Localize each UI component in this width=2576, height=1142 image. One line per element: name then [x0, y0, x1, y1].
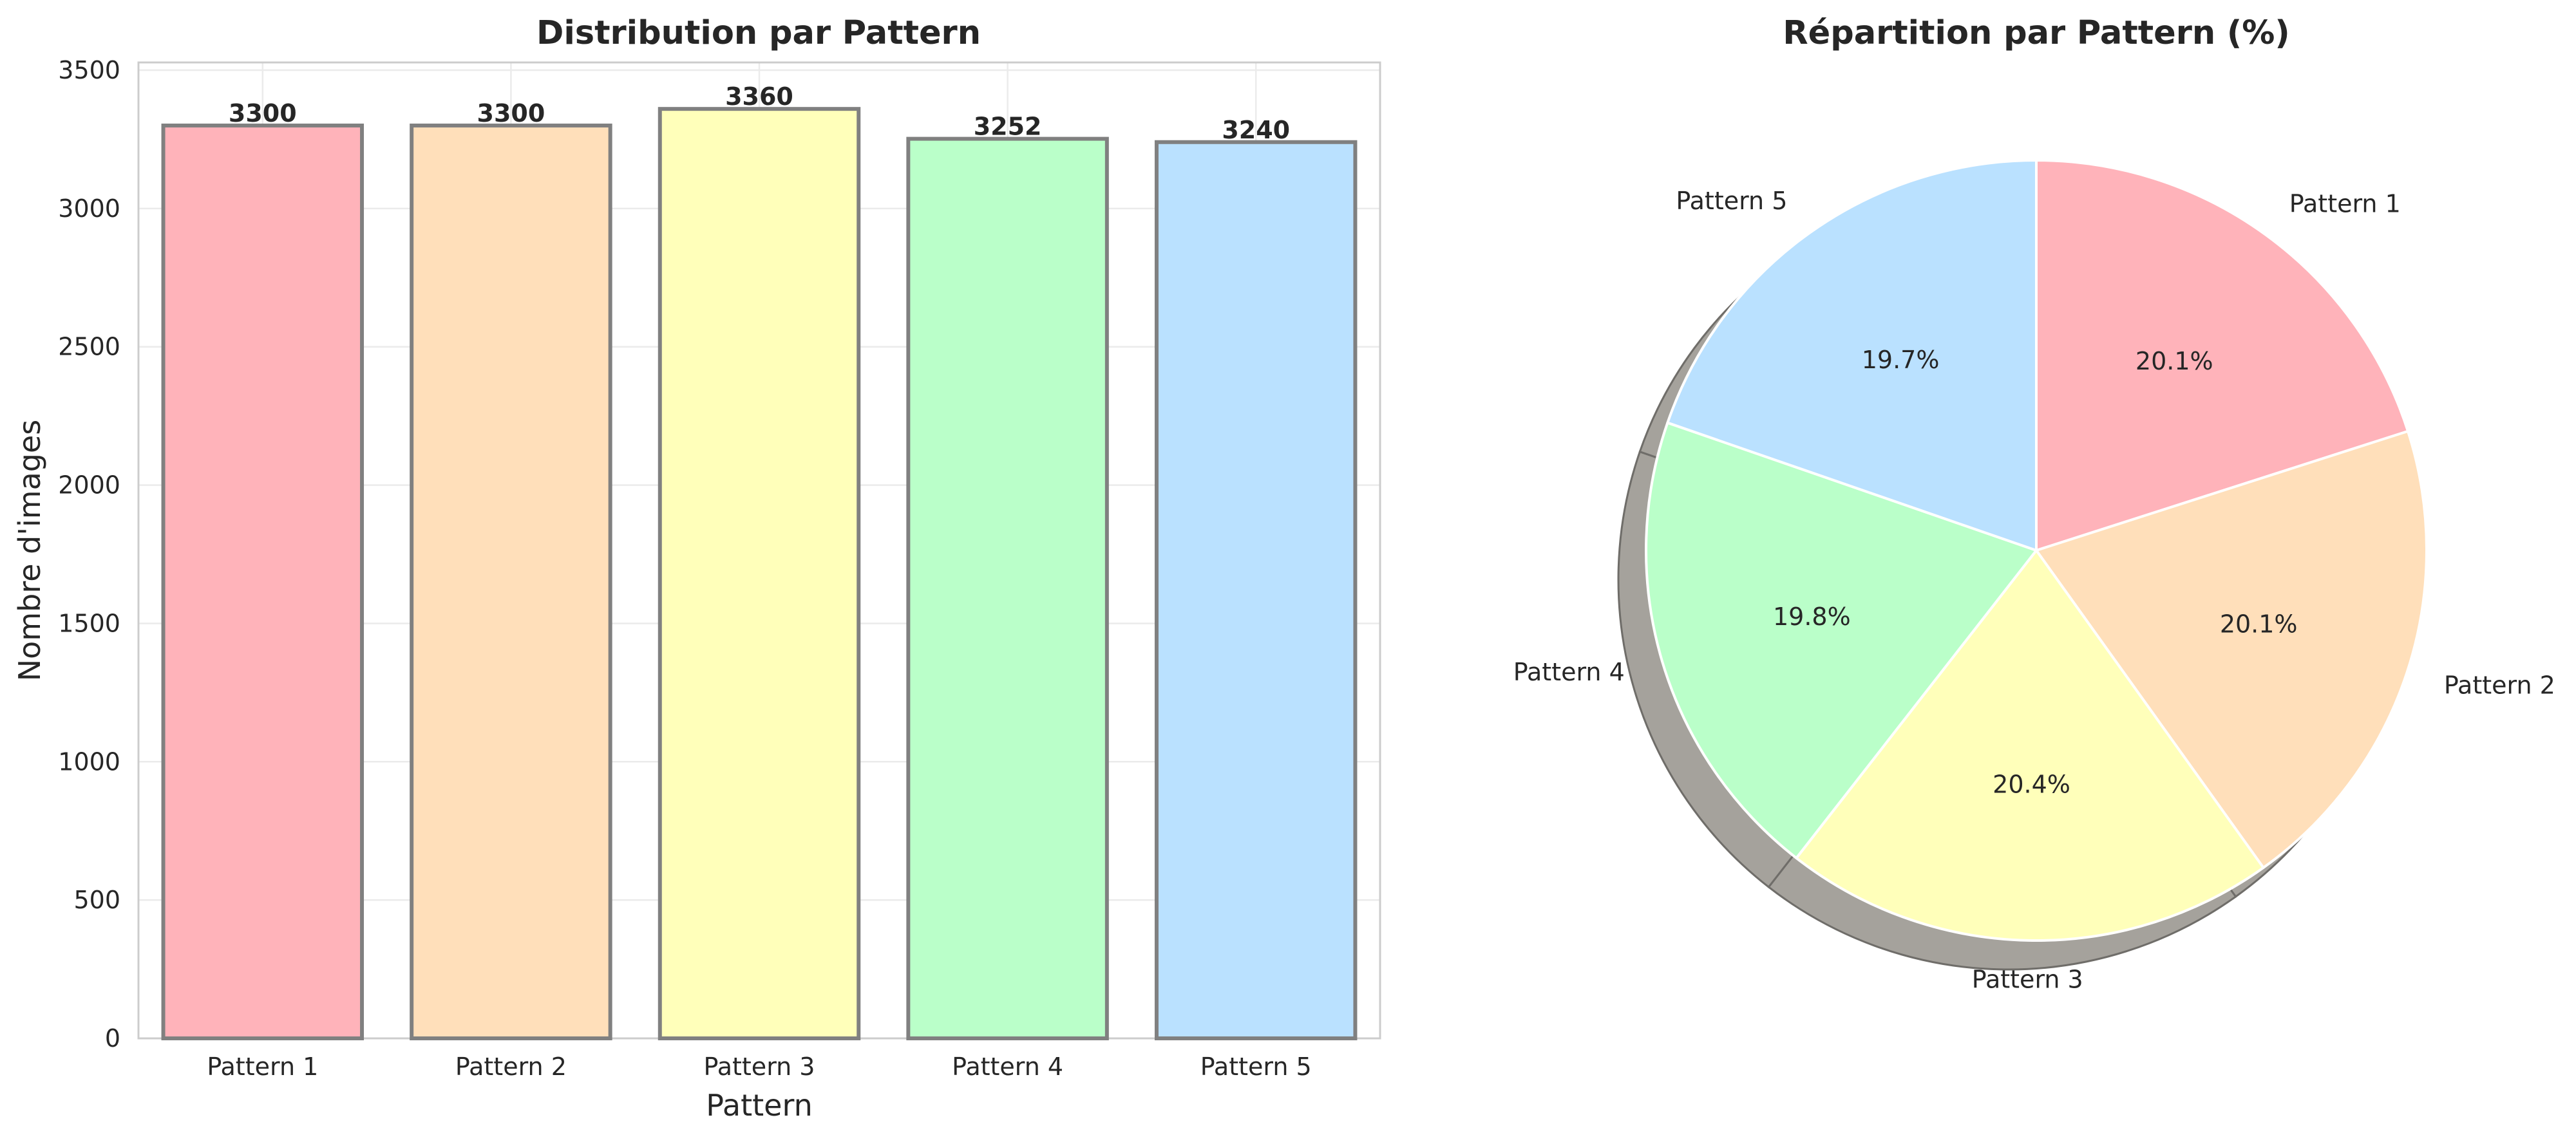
pie-category-label: Pattern 2: [2444, 671, 2555, 699]
bar-y-tick-label: 0: [105, 1024, 120, 1053]
bar-y-axis-label: Nombre d'images: [12, 420, 47, 681]
bar-x-axis-label: Pattern: [706, 1088, 813, 1123]
bar-y-tick-label: 1000: [58, 747, 120, 776]
bar-x-tick-label: Pattern 3: [704, 1053, 815, 1081]
pie-slice-4: [1645, 421, 2038, 859]
pie-percent-label: 19.7%: [1862, 346, 1940, 374]
bar-1: [161, 123, 365, 1041]
bar-marks: 3300 3300 3360 3252 3240: [161, 82, 1358, 1041]
pie-percent-label: 20.4%: [1993, 771, 2070, 799]
pie-slice-5: [1666, 159, 2038, 552]
pie-percent-label: 20.1%: [2136, 347, 2213, 375]
bar-x-tick-label: Pattern 5: [1200, 1053, 1312, 1081]
pie-category-label: Pattern 5: [1676, 187, 1787, 215]
pie-chart-title: Répartition par Pattern (%): [1783, 14, 2289, 52]
bar-value-label: 3300: [229, 99, 297, 127]
bar-value-label: 3360: [725, 82, 793, 111]
bar-x-tick-label: Pattern 2: [455, 1053, 567, 1081]
bar-2: [410, 123, 612, 1041]
pie-slice-2: [2035, 429, 2428, 869]
bar-y-tick-labels: 0 500 1000 1500 2000 2500 3000 3500: [58, 56, 120, 1053]
pie-category-label: Pattern 1: [2289, 189, 2401, 218]
bar-chart-title: Distribution par Pattern: [536, 14, 981, 52]
bar-3: [658, 107, 861, 1041]
bar-y-tick-label: 500: [73, 886, 120, 914]
bar-4: [906, 136, 1109, 1040]
pie-percent-label: 20.1%: [2220, 610, 2298, 638]
bar-y-tick-label: 1500: [58, 609, 120, 637]
pie-slice-3: [1795, 549, 2265, 942]
bar-x-tick-label: Pattern 1: [207, 1053, 318, 1081]
bar-y-tick-label: 3000: [58, 194, 120, 223]
bar-y-tick-label: 2000: [58, 471, 120, 500]
pie-percent-label: 19.8%: [1773, 603, 1851, 631]
bar-x-tick-label: Pattern 4: [952, 1053, 1063, 1081]
pie-slices: [1645, 159, 2428, 942]
bar-value-label: 3240: [1222, 116, 1290, 144]
bar-x-tick-labels: Pattern 1 Pattern 2 Pattern 3 Pattern 4 Patt…: [207, 1053, 1311, 1081]
bar-5: [1154, 140, 1358, 1040]
pie-category-label: Pattern 3: [1972, 965, 2083, 993]
bar-y-tick-label: 2500: [58, 333, 120, 361]
pie-slice-1: [2035, 159, 2410, 552]
bar-value-label: 3252: [974, 113, 1042, 141]
pie-chart: Répartition par Pattern (%) Pattern 1 20.…: [1513, 14, 2555, 993]
pie-category-label: Pattern 4: [1513, 658, 1625, 686]
pie-labels: Pattern 1 20.1% Pattern 2 20.1% Pattern 3 20.…: [1513, 187, 2555, 993]
bar-chart: Distribution par Pattern 3300 3300 3360 325…: [12, 14, 1381, 1123]
bar-y-tick-label: 3500: [58, 56, 120, 84]
bar-value-label: 3300: [477, 99, 545, 127]
